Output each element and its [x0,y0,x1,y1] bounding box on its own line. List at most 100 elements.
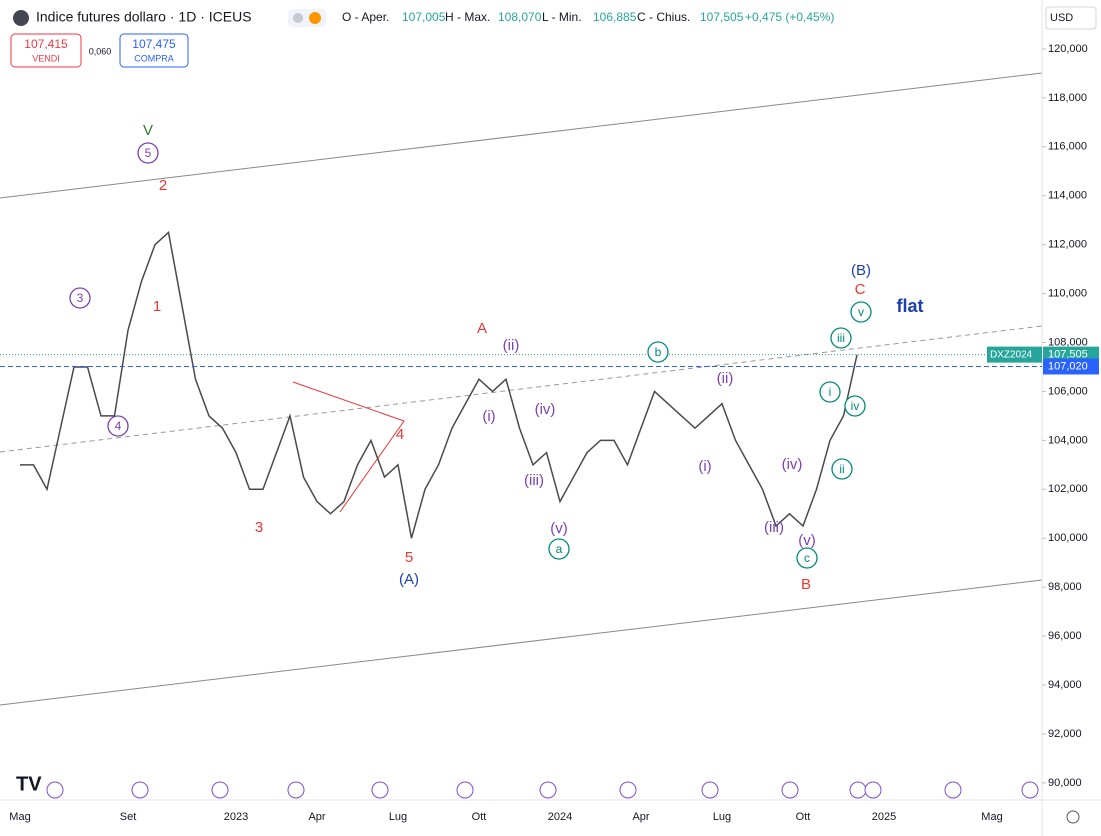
logo: TV [16,773,42,795]
wave-label: 3 [77,291,84,305]
event-icon[interactable] [131,781,149,799]
price-tag: DXZ2024 [990,349,1033,360]
price-label: 107,505 [1048,349,1088,361]
wave-label: 1 [153,298,161,315]
ohlc-label: C - Chius. [637,10,690,24]
wave-label: flat [897,296,924,316]
price-label: 107,020 [1048,360,1088,372]
wave-label: (ii) [503,337,520,354]
ohlc-label: H - Max. [445,10,490,24]
y-tick-label: 90,000 [1048,777,1082,789]
sell-button[interactable] [10,33,82,68]
wave-label: iv [851,399,860,413]
settings-icon[interactable] [1066,810,1080,824]
wave-label: A [477,320,487,337]
triangle [292,381,405,513]
wave-label: iii [837,331,845,345]
price-line [20,230,858,539]
event-icon[interactable] [849,781,867,799]
wave-label: (A) [399,571,419,588]
y-tick-label: 98,000 [1048,581,1082,593]
ohlc-value: 107,505 [700,10,744,24]
x-tick-label: Lug [389,811,407,823]
event-icon[interactable] [539,781,557,799]
channel-lower [0,579,1043,706]
x-tick-label: Set [120,811,137,823]
wave-label: B [801,576,811,593]
wave-label: C [855,281,866,298]
x-tick-label: Apr [308,811,325,823]
event-icon[interactable] [944,781,962,799]
event-icon[interactable] [211,781,229,799]
event-icon[interactable] [287,781,305,799]
event-icon[interactable] [619,781,637,799]
wave-circle [107,415,129,437]
wave-label: v [858,305,864,319]
wave-label: 3 [255,519,263,536]
x-tick-label: Lug [713,811,731,823]
wave-circle [850,301,872,323]
event-icon[interactable] [46,781,64,799]
y-tick-label: 114,000 [1048,190,1087,202]
wave-label: 5 [145,146,152,160]
wave-label: (i) [698,458,711,475]
badge-d [309,12,321,24]
wave-circle [844,395,866,417]
wave-circle [548,538,570,560]
currency-select[interactable] [1045,6,1097,30]
wave-label: (B) [851,262,871,279]
ohlc: O - Aper. 107,005 H - Max. 108,070 L - M… [342,10,834,24]
symbol-title[interactable]: Indice futures dollaro · 1D · ICEUS [36,9,252,25]
ohlc-value: 107,005 [402,10,446,24]
x-tick-label: 2023 [224,811,248,823]
wave-label: i [829,385,832,399]
ohlc-label: L - Min. [542,10,582,24]
event-icon[interactable] [701,781,719,799]
wave-circle [819,381,841,403]
y-tick-label: 102,000 [1048,483,1088,495]
wave-label: (iv) [535,401,556,418]
wave-label: c [804,551,810,565]
ohlc-value: 108,070 [498,10,542,24]
wave-circle [137,142,159,164]
wave-label: ii [839,462,844,476]
wave-label: (v) [550,520,568,537]
price-label-box [1043,358,1099,375]
wave-label: b [655,345,662,359]
y-tick-label: 104,000 [1048,434,1088,446]
wave-circle [796,547,818,569]
event-icon[interactable] [1021,781,1039,799]
wave-label: 4 [396,426,404,443]
x-tick-label: Mag [9,811,30,823]
channel-mid [0,325,1043,453]
buy-price: 107,475 [132,37,176,51]
ohlc-label: O - Aper. [342,10,389,24]
y-tick-label: 100,000 [1048,532,1088,544]
sell-label: VENDI [32,53,60,63]
symbol-icon [13,10,29,26]
x-tick-label: 2025 [872,811,896,823]
wave-label: 2 [159,177,167,194]
badge-dot [293,13,303,23]
channel-upper [0,72,1043,199]
y-tick-label: 112,000 [1048,239,1087,251]
tag-box [987,346,1042,363]
event-icon[interactable] [456,781,474,799]
event-icon[interactable] [371,781,389,799]
wave-label: a [556,542,563,556]
wave-label: 5 [405,549,413,566]
wave-label: 4 [115,419,122,433]
buy-button[interactable] [119,33,189,68]
x-tick-label: Mag [981,811,1002,823]
wave-label: (v) [798,532,816,549]
wave-circle [69,287,91,309]
event-icon[interactable] [781,781,799,799]
x-tick-label: 2024 [548,811,572,823]
event-icon[interactable] [864,781,882,799]
y-tick-label: 118,000 [1048,92,1087,104]
x-tick-label: Apr [632,811,649,823]
sell-price: 107,415 [24,37,68,51]
wave-circle [647,341,669,363]
